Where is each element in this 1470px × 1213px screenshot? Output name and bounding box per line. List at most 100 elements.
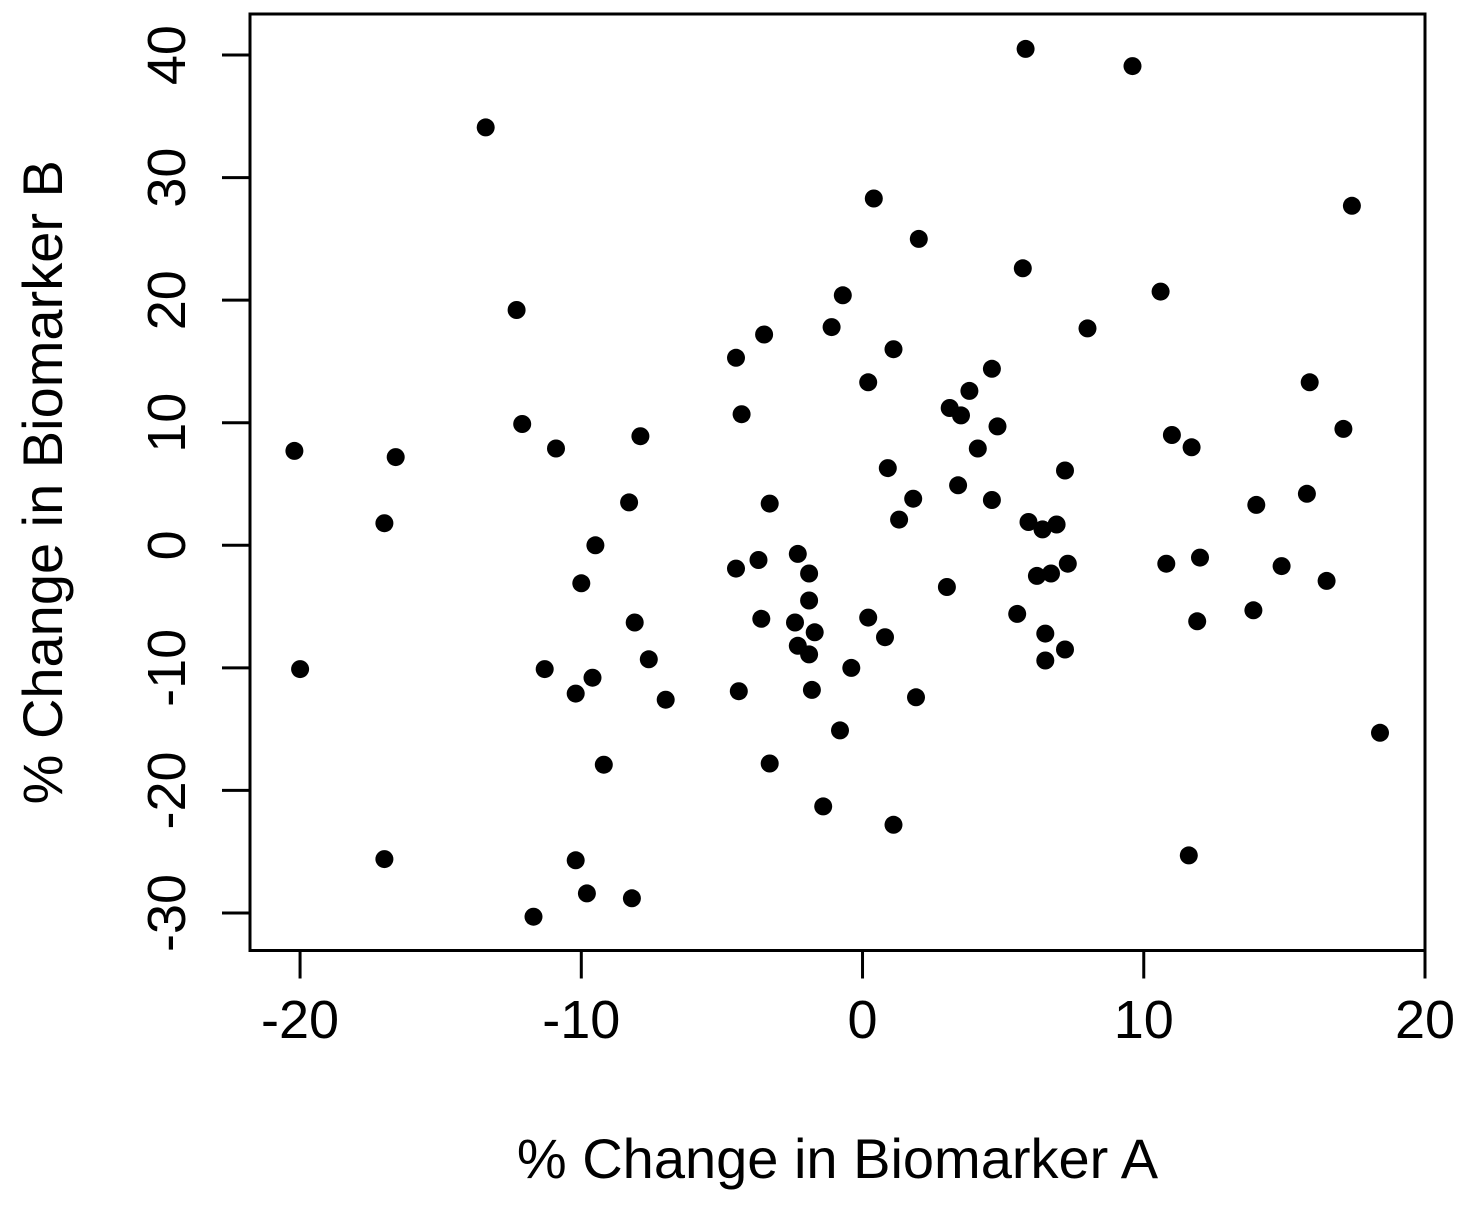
y-tick-label: 30 [137, 148, 197, 208]
y-tick-label: 10 [137, 393, 197, 453]
data-point [802, 680, 821, 699]
data-point [656, 690, 675, 709]
data-point [375, 514, 394, 533]
data-point [831, 721, 849, 740]
data-point [884, 815, 903, 834]
data-point [988, 417, 1007, 436]
data-point [1151, 282, 1170, 301]
x-tick-label: 10 [1114, 990, 1174, 1050]
data-point [1297, 484, 1316, 503]
data-point [727, 559, 745, 578]
data-point [386, 448, 405, 467]
data-point [547, 439, 565, 458]
data-point [291, 660, 310, 679]
data-point [1188, 612, 1207, 631]
data-point [1247, 495, 1266, 514]
data-point [982, 359, 1001, 378]
data-point [507, 301, 526, 319]
data-point [625, 613, 644, 632]
data-point [586, 536, 605, 555]
data-point [524, 907, 543, 926]
data-point [749, 551, 768, 569]
data-point [1019, 513, 1038, 531]
data-point [583, 668, 602, 687]
data-point [800, 645, 819, 664]
y-tick-label: 20 [137, 270, 197, 330]
y-axis-title: % Change in Biomarker B [11, 160, 74, 804]
x-axis-title: % Change in Biomarker A [517, 1127, 1159, 1190]
data-point [878, 459, 897, 478]
data-point [960, 381, 979, 400]
data-point [1157, 554, 1176, 573]
data-point [1317, 571, 1336, 590]
data-point [864, 189, 883, 208]
data-point [805, 623, 824, 642]
data-point [755, 325, 774, 344]
data-point [513, 415, 532, 433]
data-point [620, 493, 639, 512]
data-point [285, 441, 304, 460]
data-point [752, 609, 771, 628]
data-point [1244, 601, 1263, 620]
data-point [1047, 515, 1066, 534]
data-point [800, 591, 819, 610]
y-tick-label: -30 [137, 874, 197, 952]
data-point [904, 489, 923, 508]
data-point [760, 754, 779, 773]
data-point [1182, 438, 1201, 457]
x-tick-label: -20 [261, 990, 339, 1050]
data-point [375, 850, 394, 869]
y-tick-label: -20 [137, 751, 197, 829]
data-point [968, 439, 987, 458]
data-point [1123, 57, 1142, 76]
data-point [1042, 564, 1060, 583]
data-point [890, 510, 909, 529]
x-tick-label: 0 [848, 990, 878, 1050]
x-tick-label: 20 [1395, 990, 1455, 1050]
y-tick-label: 0 [137, 530, 197, 560]
y-tick-label: -10 [137, 629, 197, 707]
data-point [884, 340, 903, 359]
data-point [639, 650, 658, 669]
data-point [1334, 419, 1353, 438]
data-point [566, 851, 585, 870]
data-point [566, 684, 585, 703]
data-point [859, 608, 878, 627]
data-point [594, 755, 613, 774]
data-point [1058, 554, 1077, 573]
data-point [1179, 846, 1198, 865]
data-point [1191, 548, 1209, 567]
data-point [1036, 651, 1055, 670]
data-point [1056, 640, 1074, 659]
data-point [1272, 557, 1291, 576]
data-point [949, 476, 968, 495]
data-point [732, 405, 751, 424]
y-tick-label: 40 [137, 25, 197, 85]
data-point [760, 494, 779, 513]
data-point [859, 373, 878, 392]
data-point [1013, 259, 1032, 278]
data-point [909, 229, 928, 248]
data-point [577, 884, 596, 903]
x-tick-label: -10 [542, 990, 620, 1050]
data-point [631, 427, 650, 446]
data-point [535, 660, 554, 679]
data-point [1027, 566, 1046, 585]
data-point [1008, 604, 1027, 623]
data-point [907, 688, 925, 707]
data-point [572, 574, 591, 593]
data-point [814, 797, 833, 816]
data-point [1036, 624, 1055, 643]
data-point [476, 118, 495, 137]
data-point [729, 682, 748, 701]
data-point [822, 318, 841, 337]
data-point [622, 889, 641, 908]
data-point [952, 406, 970, 425]
data-point [786, 613, 804, 632]
data-point [833, 286, 852, 305]
data-point [1371, 723, 1389, 742]
data-point [1300, 373, 1319, 392]
data-point [1342, 196, 1361, 215]
